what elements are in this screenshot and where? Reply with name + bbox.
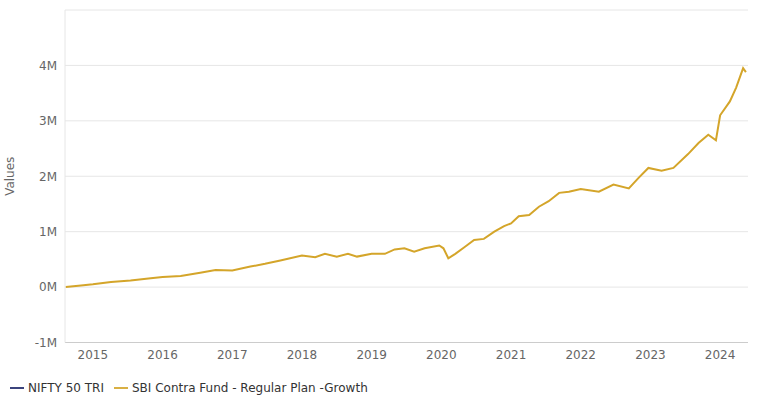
svg-text:2022: 2022 (565, 348, 596, 362)
svg-text:2019: 2019 (356, 348, 387, 362)
svg-text:2020: 2020 (426, 348, 457, 362)
svg-text:1M: 1M (39, 225, 57, 239)
svg-text:2M: 2M (39, 170, 57, 184)
svg-text:3M: 3M (39, 114, 57, 128)
svg-text:2016: 2016 (147, 348, 178, 362)
svg-text:2017: 2017 (217, 348, 248, 362)
html-text:NIFTY 50 TRI: NIFTY 50 TRI (28, 380, 104, 395)
svg-text:0M: 0M (39, 280, 57, 294)
svg-text:2023: 2023 (635, 348, 666, 362)
svg-text:2021: 2021 (496, 348, 527, 362)
html-text:SBI Contra Fund - Regular Plan: SBI Contra Fund - Regular Plan -Growth (132, 380, 368, 395)
svg-text:2015: 2015 (78, 348, 109, 362)
svg-text:4M: 4M (39, 59, 57, 73)
svg-text:Values: Values (8, 157, 17, 196)
svg-text:2018: 2018 (287, 348, 318, 362)
svg-text:2024: 2024 (705, 348, 736, 362)
svg-text:-1M: -1M (35, 336, 57, 350)
